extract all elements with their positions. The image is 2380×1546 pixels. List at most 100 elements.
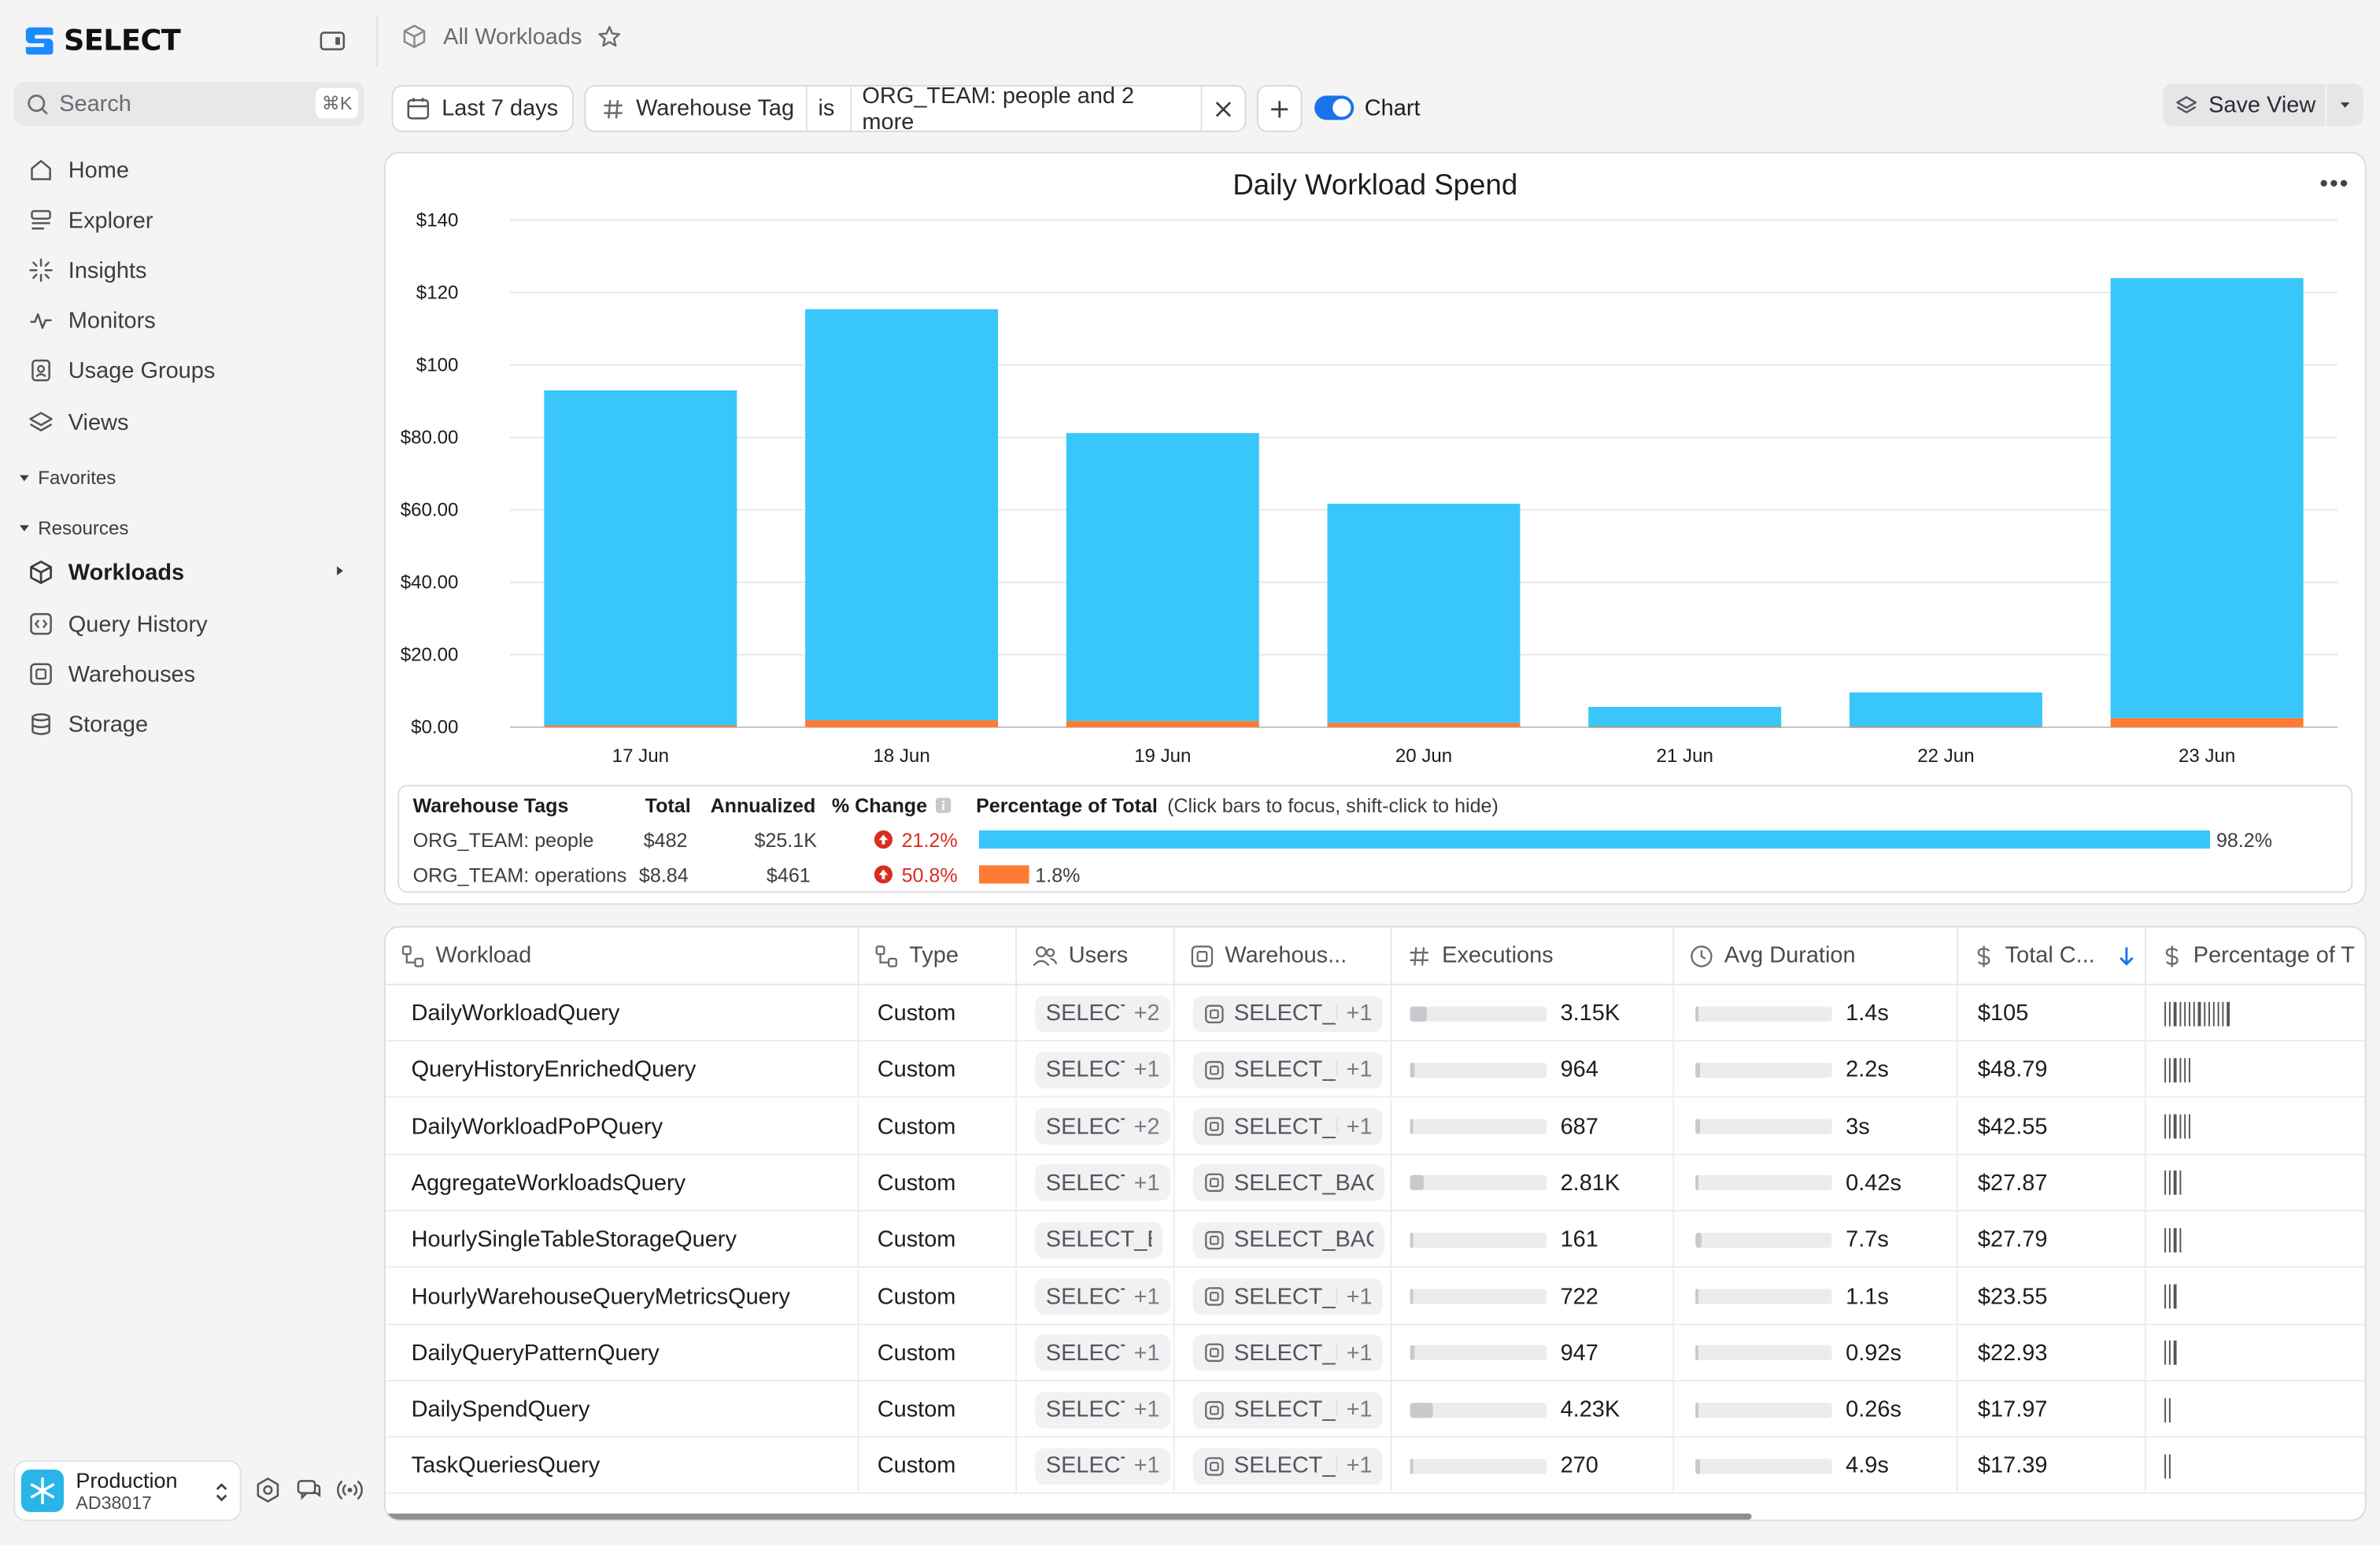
org-switcher[interactable]: Production AD38017 xyxy=(13,1460,242,1522)
sidebar-item-insights[interactable]: Insights xyxy=(15,247,361,293)
workload-name: QueryHistoryEnrichedQuery xyxy=(386,1041,859,1098)
sidebar-item-query-history[interactable]: Query History xyxy=(15,601,361,647)
filter-value[interactable]: ORG_TEAM: people and 2 more xyxy=(852,83,1203,135)
sidebar-item-explorer[interactable]: Explorer xyxy=(15,198,361,243)
sidebar-item-storage[interactable]: Storage xyxy=(15,701,361,747)
bar-operations-6[interactable] xyxy=(2110,718,2304,727)
column-header-avg-duration[interactable]: Avg Duration xyxy=(1674,927,1958,986)
bar-people-2[interactable] xyxy=(1066,433,1259,721)
warehouse-tag-filter[interactable]: Warehouse Tag is ORG_TEAM: people and 2 … xyxy=(584,83,1247,135)
percentage-tick xyxy=(2169,1000,2171,1026)
column-header-type[interactable]: Type xyxy=(859,927,1018,986)
info-icon[interactable] xyxy=(935,797,952,813)
sidebar-item-monitors[interactable]: Monitors xyxy=(15,298,361,343)
bar-people-4[interactable] xyxy=(1588,707,1782,727)
chat-icon[interactable] xyxy=(294,1476,323,1505)
sort-descending-icon[interactable] xyxy=(2117,945,2135,967)
column-header-label: Warehous... xyxy=(1225,942,1347,969)
user-chip[interactable]: SELECT_ +1 xyxy=(1035,1334,1171,1372)
sidebar-item-label: Warehouses xyxy=(68,660,196,687)
total-cost-value: $17.97 xyxy=(1958,1381,2146,1438)
column-header-warehouses[interactable]: Warehous... xyxy=(1174,927,1392,986)
table-row[interactable]: DailyWorkloadPoPQueryCustomSELECT_+2SELE… xyxy=(385,1098,2365,1155)
user-chip[interactable]: SELECT_ +1 xyxy=(1035,1164,1171,1202)
percentage-tick xyxy=(2169,1057,2171,1082)
chart-toggle[interactable] xyxy=(1314,95,1354,120)
bar-people-5[interactable] xyxy=(1849,692,2042,727)
users-cell: SELECT_ +1 xyxy=(1017,1041,1175,1098)
sidebar-item-warehouses[interactable]: Warehouses xyxy=(15,651,361,697)
date-range-filter[interactable]: Last 7 days xyxy=(391,84,574,132)
sidebar-item-usage-groups[interactable]: Usage Groups xyxy=(15,348,361,394)
user-chip[interactable]: SELECT_BACKEND xyxy=(1035,1221,1163,1259)
column-header-users[interactable]: Users xyxy=(1017,927,1175,986)
column-header-total-cost[interactable]: Total C... xyxy=(1957,927,2146,986)
more-options-icon[interactable]: ••• xyxy=(2319,171,2350,198)
warehouse-chip[interactable]: SELECT_BACKEND +1 xyxy=(1192,1278,1384,1315)
bar-operations-0[interactable] xyxy=(544,725,737,727)
user-chip[interactable]: SELECT_ +2 xyxy=(1035,995,1171,1032)
save-view-button[interactable]: Save View xyxy=(2163,83,2327,127)
total-cost-value: $27.87 xyxy=(1958,1155,2146,1211)
bar-people-6[interactable] xyxy=(2110,278,2304,719)
column-header-executions[interactable]: Executions xyxy=(1391,927,1675,986)
add-filter-button[interactable] xyxy=(1256,84,1303,132)
warehouse-chip[interactable]: SELECT_BACKEND +1 xyxy=(1192,995,1384,1032)
duration-cell: 7.7s xyxy=(1674,1211,1958,1268)
meter-fill xyxy=(1410,1345,1414,1361)
chip-more-count: +1 xyxy=(1346,1113,1373,1140)
table-row[interactable]: DailySpendQueryCustomSELECT_+1SELECT_BAC… xyxy=(385,1381,2365,1438)
warehouse-chip[interactable]: SELECT_BACKEND xyxy=(1192,1221,1384,1259)
search-input[interactable] xyxy=(59,91,302,117)
settings-icon[interactable] xyxy=(253,1476,283,1505)
percentage-ticks xyxy=(2164,1397,2171,1422)
broadcast-icon[interactable] xyxy=(335,1476,364,1505)
user-chip[interactable]: SELECT_ +1 xyxy=(1035,1052,1171,1089)
warehouse-chip[interactable]: SELECT_BACKEND +1 xyxy=(1192,1391,1384,1429)
bar-people-3[interactable] xyxy=(1327,503,1521,723)
warehouse-chip[interactable]: SELECT_BACKEND xyxy=(1192,1164,1384,1202)
remove-filter-button[interactable] xyxy=(1202,87,1244,131)
table-row[interactable]: HourlySingleTableStorageQuery Custom SELEC… xyxy=(385,1211,2365,1268)
filter-field[interactable]: Warehouse Tag xyxy=(586,86,808,131)
sidebar-item-views[interactable]: Views xyxy=(15,399,361,445)
favorites-section-toggle[interactable]: Favorites xyxy=(18,466,116,490)
workload-name: DailyQueryPatternQuery xyxy=(386,1325,859,1381)
user-chip[interactable]: SELECT_ +2 xyxy=(1035,1108,1171,1145)
column-header-percentage[interactable]: Percentage of T xyxy=(2145,927,2365,986)
favorite-star-icon[interactable] xyxy=(597,24,623,50)
bar-operations-3[interactable] xyxy=(1327,723,1521,727)
save-view-dropdown[interactable] xyxy=(2326,98,2363,110)
column-header-workload[interactable]: Workload xyxy=(385,927,859,986)
bar-people-1[interactable] xyxy=(805,309,999,721)
table-row[interactable]: DailyWorkloadQueryCustomSELECT_+2SELECT_… xyxy=(385,985,2365,1041)
table-row[interactable]: DailyQueryPatternQueryCustomSELECT_+1SEL… xyxy=(385,1325,2365,1381)
percentage-cell xyxy=(2146,1155,2365,1211)
user-chip[interactable]: SELECT_ +1 xyxy=(1035,1391,1171,1429)
user-chip[interactable]: SELECT_ +1 xyxy=(1035,1278,1171,1315)
filter-operator[interactable]: is xyxy=(808,86,852,131)
table-row[interactable]: AggregateWorkloadsQueryCustomSELECT_+1SE… xyxy=(385,1155,2365,1211)
bar-people-0[interactable] xyxy=(544,390,737,726)
collapse-sidebar-icon[interactable] xyxy=(319,29,346,54)
warehouse-chip[interactable]: SELECT_BACKEND +1 xyxy=(1192,1448,1384,1485)
sidebar-item-workloads[interactable]: Workloads xyxy=(15,549,361,595)
brand[interactable]: SELECT xyxy=(24,21,181,61)
warehouse-chip[interactable]: SELECT_BACKEND +1 xyxy=(1192,1108,1384,1145)
percentage-tick xyxy=(2174,1114,2176,1139)
warehouse-chip[interactable]: SELECT_BACKEND +1 xyxy=(1192,1334,1384,1372)
meter-fill xyxy=(1695,1402,1699,1418)
bar-operations-2[interactable] xyxy=(1066,720,1259,727)
executions-cell: 3.15K xyxy=(1391,985,1675,1041)
executions-meter xyxy=(1410,1119,1547,1134)
warehouse-chip[interactable]: SELECT_BACKEND +1 xyxy=(1192,1052,1384,1089)
search-box[interactable]: ⌘K xyxy=(13,82,364,127)
resources-section-toggle[interactable]: Resources xyxy=(18,516,128,541)
bar-operations-1[interactable] xyxy=(805,720,999,727)
table-row[interactable]: TaskQueriesQueryCustomSELECT_+1SELECT_BA… xyxy=(385,1438,2365,1495)
user-chip[interactable]: SELECT_ +1 xyxy=(1035,1448,1171,1485)
horizontal-scrollbar[interactable] xyxy=(385,1513,1752,1520)
sidebar-item-home[interactable]: Home xyxy=(15,147,361,193)
table-row[interactable]: HourlyWarehouseQueryMetricsQuery Custom SE… xyxy=(385,1268,2365,1325)
